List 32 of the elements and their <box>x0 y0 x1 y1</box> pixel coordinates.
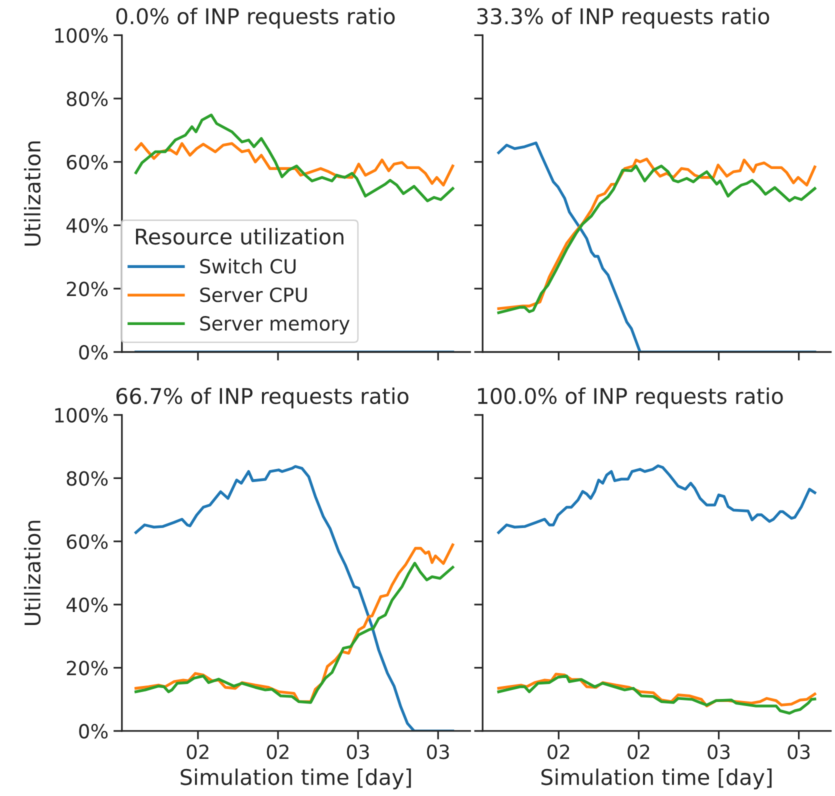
y-axis-title: Utilization <box>24 141 41 246</box>
x-tick-label: 03 <box>346 744 369 760</box>
x-axis-title: Simulation time [day] <box>541 768 772 790</box>
chart-title: 33.3% of INP requests ratio <box>477 8 770 29</box>
y-tick-label: 40% <box>66 598 108 612</box>
y-tick-label: 0% <box>79 724 108 739</box>
chart-title: 0.0% of INP requests ratio <box>116 8 395 29</box>
y-tick-label: 80% <box>66 471 108 486</box>
y-tick-label: 60% <box>66 534 108 550</box>
x-tick-label: 02 <box>628 744 650 760</box>
y-tick-label: 80% <box>66 92 108 106</box>
x-tick-label: 03 <box>788 744 810 760</box>
chart-title: 100.0% of INP requests ratio <box>478 387 783 408</box>
legend-title: Resource utilization <box>136 228 344 245</box>
y-tick-label: 20% <box>66 282 108 296</box>
y-tick-label: 40% <box>66 218 108 233</box>
x-tick-label: 02 <box>548 744 570 760</box>
legend-label: Switch CU <box>200 258 296 274</box>
y-tick-label: 20% <box>66 660 108 676</box>
legend-label: Server memory <box>200 316 350 334</box>
legend-label: Server CPU <box>200 287 307 302</box>
x-tick-label: 02 <box>186 744 208 760</box>
y-tick-label: 60% <box>66 154 108 170</box>
y-axis-title: Utilization <box>24 520 41 626</box>
y-tick-label: 100% <box>55 28 108 43</box>
x-tick-label: 03 <box>708 744 730 760</box>
y-tick-label: 100% <box>55 408 108 423</box>
x-axis-title: Simulation time [day] <box>180 768 411 790</box>
chart-title: 66.7% of INP requests ratio <box>116 387 408 408</box>
x-tick-label: 03 <box>427 744 449 760</box>
y-tick-label: 0% <box>79 344 108 360</box>
x-tick-label: 02 <box>266 744 288 760</box>
